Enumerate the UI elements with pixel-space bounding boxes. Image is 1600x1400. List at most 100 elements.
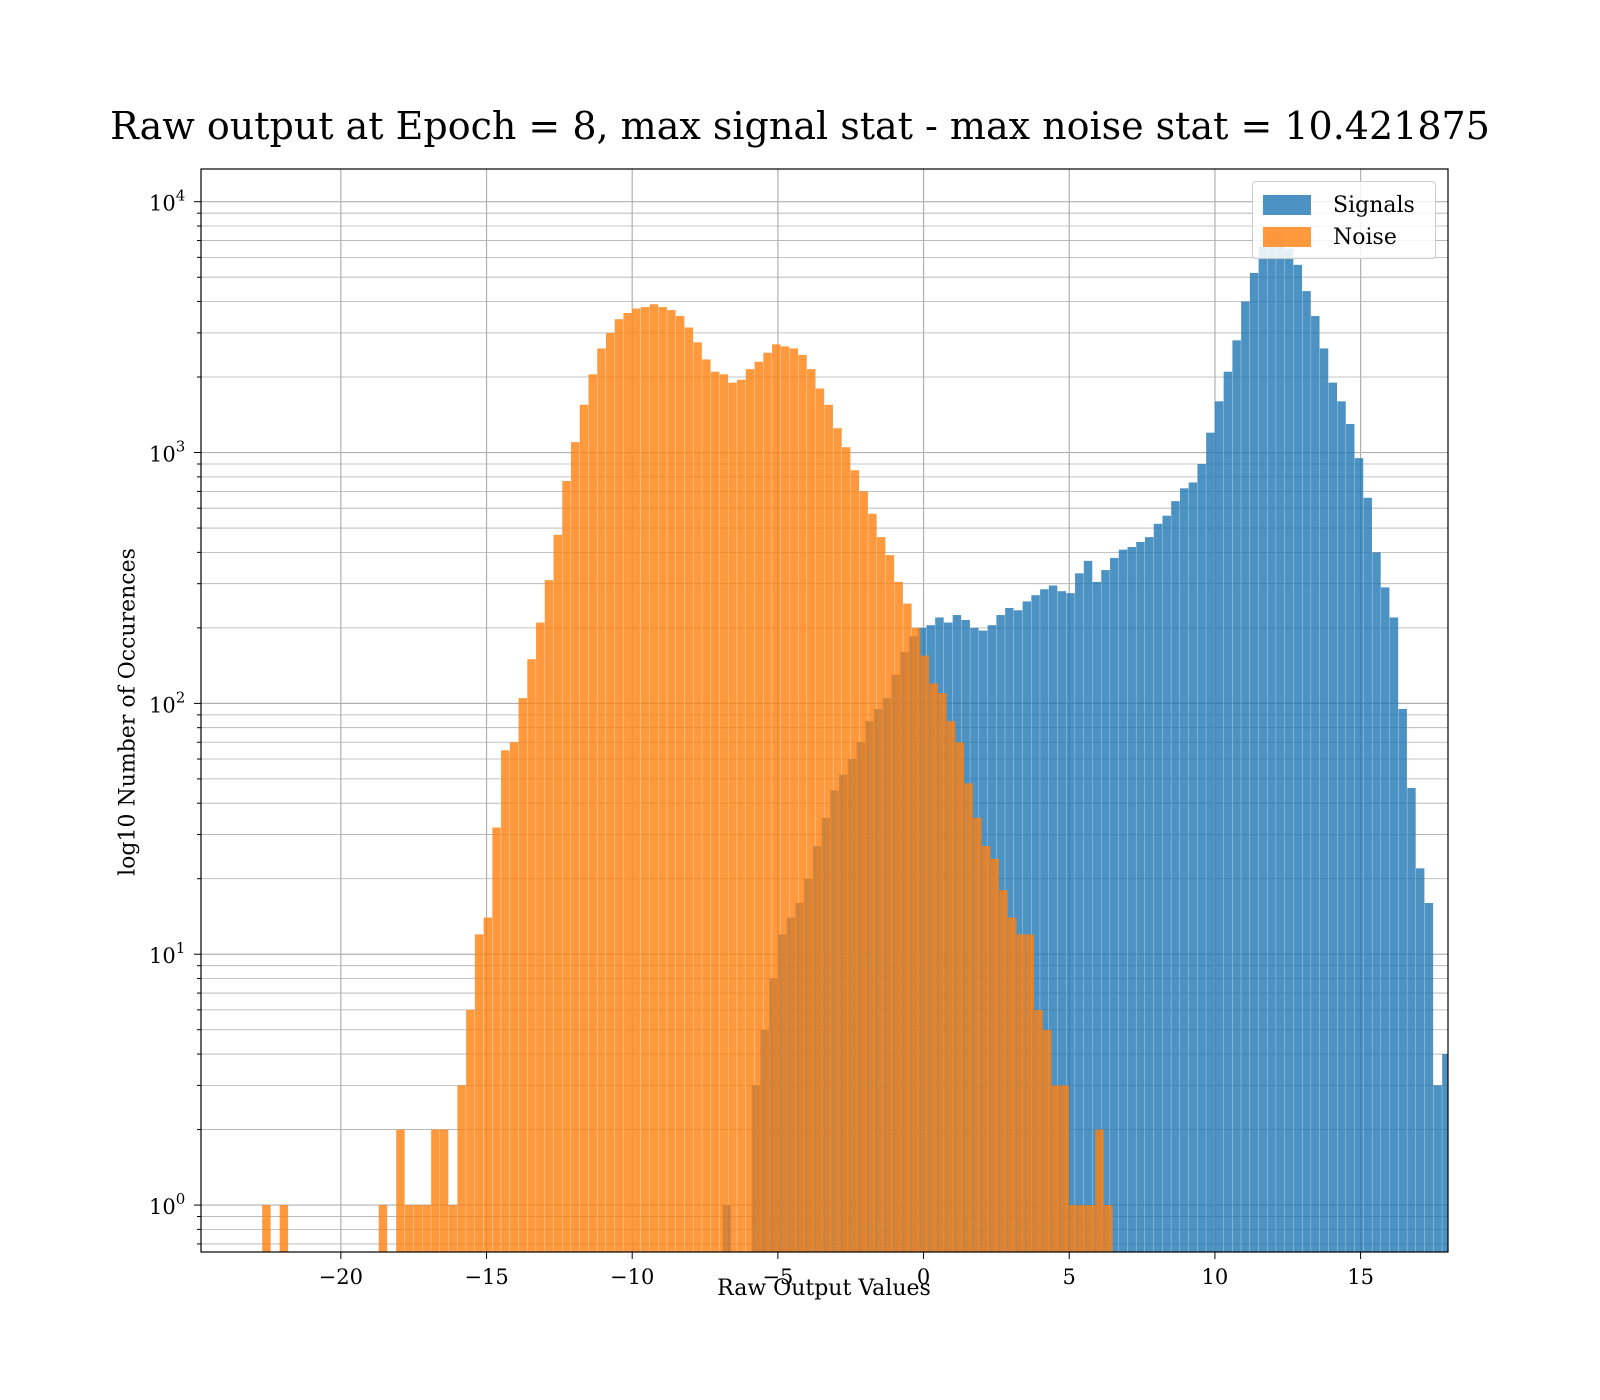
bar-noise [1034, 1009, 1043, 1252]
bar-signals [1380, 587, 1390, 1252]
bar-signals [1083, 560, 1093, 1252]
bar-signals [1022, 601, 1032, 1252]
y-tick-label: 102 [149, 688, 185, 717]
y-tick-label: 103 [149, 438, 185, 467]
bar-noise [527, 659, 536, 1252]
bar-noise [279, 1205, 289, 1252]
bar-noise [780, 346, 790, 1252]
bar-signals [1066, 593, 1075, 1252]
bar-noise [955, 742, 965, 1252]
bar-noise [1016, 934, 1026, 1252]
bar-noise [422, 1205, 431, 1252]
bar-noise [754, 361, 764, 1252]
bar-signals [1249, 272, 1259, 1252]
bar-noise [518, 698, 528, 1252]
bar-signals [1328, 382, 1337, 1252]
bar-signals [1337, 401, 1346, 1252]
bar-noise [964, 783, 973, 1252]
bar-noise [1051, 1085, 1061, 1252]
x-tick-label: −10 [610, 1265, 654, 1289]
bar-noise [466, 1009, 475, 1252]
bar-noise [483, 917, 493, 1252]
bar-noise [728, 382, 737, 1252]
bar-noise [903, 603, 912, 1252]
bar-noise [262, 1205, 271, 1252]
bar-signals [1057, 591, 1067, 1252]
bar-signals [1346, 423, 1355, 1252]
bar-noise [536, 622, 545, 1252]
bar-signals [1451, 1130, 1459, 1252]
bar-noise [920, 655, 930, 1252]
bar-noise [605, 332, 615, 1252]
bar-noise [439, 1129, 449, 1252]
bar-noise [789, 348, 798, 1252]
bar-noise [693, 342, 702, 1252]
y-tick-label: 104 [149, 187, 185, 216]
bar-signals [1223, 371, 1233, 1252]
bar-signals [1031, 595, 1040, 1252]
bar-signals [1040, 589, 1049, 1252]
x-tick-label: 0 [917, 1265, 930, 1289]
bar-noise [640, 307, 650, 1252]
bar-signals [1407, 787, 1416, 1252]
bar-noise [719, 374, 729, 1252]
y-axis-label: log10 Number of Occurences [115, 548, 141, 876]
x-tick-label: −15 [464, 1265, 508, 1289]
bar-noise [737, 379, 746, 1252]
bar-signals [1302, 291, 1311, 1252]
bar-noise [1025, 934, 1034, 1252]
bar-noise [544, 580, 554, 1252]
legend-label-signals: Signals [1333, 192, 1415, 218]
bar-noise [457, 1085, 466, 1252]
bar-noise [772, 344, 781, 1252]
bar-signals [1241, 301, 1250, 1252]
bar-noise [990, 858, 1000, 1252]
bar-noise [684, 327, 694, 1252]
bar-noise [614, 319, 624, 1252]
bar-noise [815, 388, 825, 1252]
bar-signals [1118, 549, 1128, 1252]
bar-noise [885, 555, 895, 1252]
bar-noise [1008, 917, 1017, 1252]
bar-noise [623, 312, 632, 1252]
bar-noise [413, 1205, 423, 1252]
bar-noise [876, 537, 886, 1252]
bar-noise [1095, 1129, 1104, 1252]
bar-signals [1363, 497, 1372, 1252]
bar-signals [1162, 515, 1171, 1252]
bar-noise [868, 513, 877, 1252]
bar-signals [1075, 573, 1084, 1252]
bar-noise [492, 827, 501, 1252]
bar-noise [562, 481, 571, 1252]
legend: Signals Noise [1252, 181, 1436, 259]
x-tick-label: 15 [1347, 1265, 1374, 1289]
bar-signals [1144, 537, 1154, 1252]
bar-signals [1110, 557, 1119, 1252]
bar-noise [824, 404, 833, 1252]
bar-signals [1433, 1085, 1442, 1252]
bar-noise [763, 352, 772, 1252]
legend-item-noise: Noise [1263, 222, 1397, 252]
bar-signals [1276, 235, 1285, 1252]
series-signals [722, 231, 1459, 1252]
x-axis-label: Raw Output Values [717, 1276, 931, 1301]
bar-signals [1179, 488, 1189, 1252]
bar-signals [1214, 401, 1224, 1252]
bar-noise [571, 442, 580, 1252]
bar-noise [509, 742, 519, 1252]
bar-noise [378, 1205, 388, 1252]
bar-signals [1354, 458, 1364, 1252]
bar-signals [1127, 547, 1136, 1252]
bar-signals [1372, 552, 1381, 1252]
bar-noise [894, 581, 903, 1252]
bar-noise [807, 369, 816, 1252]
bar-signals [1171, 501, 1180, 1252]
bar-signals [1048, 585, 1058, 1252]
bar-noise [597, 348, 606, 1252]
bar-noise [501, 750, 510, 1252]
legend-label-noise: Noise [1333, 224, 1397, 250]
bar-noise [632, 308, 641, 1252]
bar-signals [1013, 610, 1023, 1252]
bar-noise [929, 683, 938, 1252]
bar-noise [798, 354, 807, 1252]
